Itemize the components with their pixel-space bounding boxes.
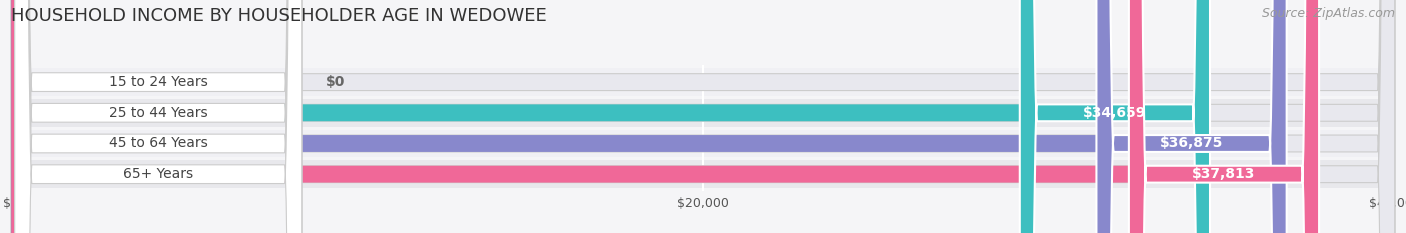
Text: $0: $0 bbox=[326, 75, 346, 89]
FancyBboxPatch shape bbox=[11, 0, 1395, 233]
FancyBboxPatch shape bbox=[11, 0, 1211, 233]
Text: 25 to 44 Years: 25 to 44 Years bbox=[108, 106, 208, 120]
FancyBboxPatch shape bbox=[14, 0, 302, 233]
FancyBboxPatch shape bbox=[1019, 0, 1211, 233]
FancyBboxPatch shape bbox=[14, 0, 302, 233]
Text: 65+ Years: 65+ Years bbox=[124, 167, 193, 181]
FancyBboxPatch shape bbox=[11, 0, 1395, 233]
Text: $37,813: $37,813 bbox=[1192, 167, 1256, 181]
Text: Source: ZipAtlas.com: Source: ZipAtlas.com bbox=[1261, 7, 1395, 20]
FancyBboxPatch shape bbox=[14, 0, 302, 233]
Text: 15 to 24 Years: 15 to 24 Years bbox=[108, 75, 208, 89]
Text: HOUSEHOLD INCOME BY HOUSEHOLDER AGE IN WEDOWEE: HOUSEHOLD INCOME BY HOUSEHOLDER AGE IN W… bbox=[11, 7, 547, 25]
FancyBboxPatch shape bbox=[11, 0, 1286, 233]
FancyBboxPatch shape bbox=[14, 0, 302, 233]
Bar bbox=[11, 160, 1395, 188]
FancyBboxPatch shape bbox=[1097, 0, 1286, 233]
FancyBboxPatch shape bbox=[11, 0, 1395, 233]
FancyBboxPatch shape bbox=[11, 0, 1319, 233]
Text: $34,659: $34,659 bbox=[1083, 106, 1146, 120]
Text: $36,875: $36,875 bbox=[1160, 137, 1223, 151]
Bar bbox=[11, 99, 1395, 127]
FancyBboxPatch shape bbox=[1129, 0, 1319, 233]
Text: 45 to 64 Years: 45 to 64 Years bbox=[108, 137, 208, 151]
Bar bbox=[11, 130, 1395, 157]
Bar bbox=[11, 68, 1395, 96]
FancyBboxPatch shape bbox=[11, 0, 1395, 233]
